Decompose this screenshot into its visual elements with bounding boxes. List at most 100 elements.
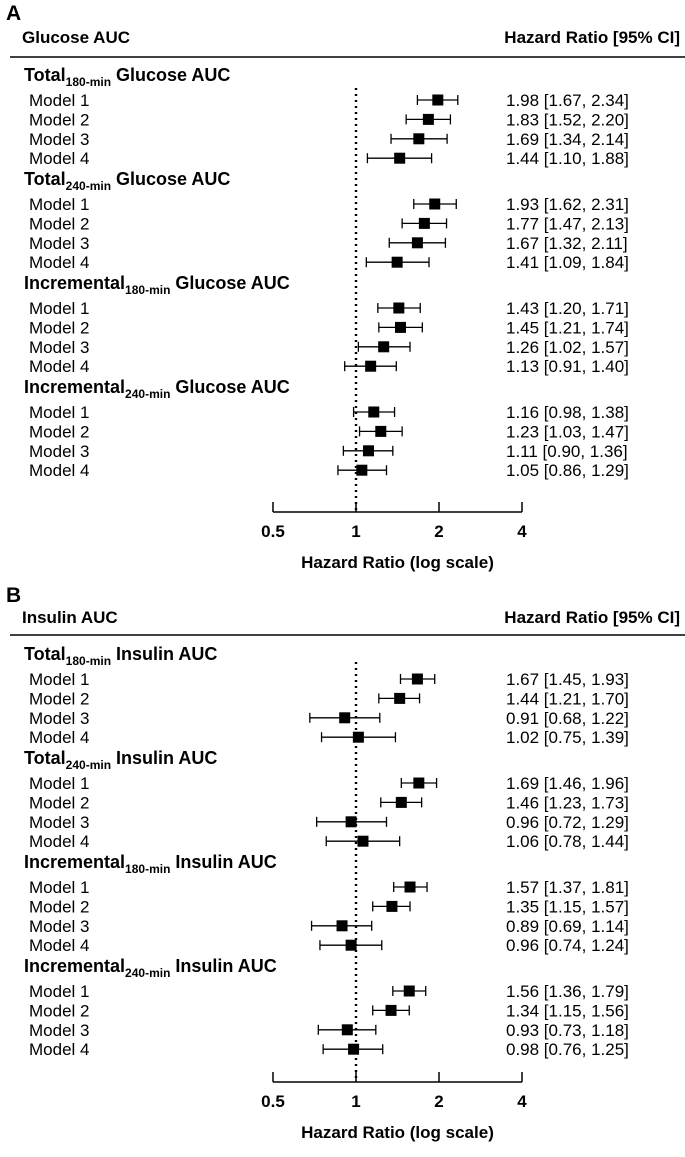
group-title-tail: Glucose AUC	[170, 273, 289, 293]
hazard-ratio-value: 1.67 [1.32, 2.11]	[506, 234, 628, 253]
model-label: Model 4	[29, 1040, 89, 1059]
hazard-ratio-value: 1.67 [1.45, 1.93]	[506, 670, 629, 689]
hazard-ratio-point	[404, 881, 416, 893]
model-label: Model 4	[29, 357, 89, 376]
hazard-ratio-point	[418, 217, 430, 229]
group-title-subscript: 180-min	[125, 283, 170, 297]
hazard-ratio-value: 1.69 [1.34, 2.14]	[506, 130, 629, 149]
model-label: Model 1	[29, 403, 89, 422]
hazard-ratio-point	[413, 133, 425, 145]
x-tick-label: 4	[517, 1092, 527, 1111]
hazard-ratio-point	[394, 321, 406, 333]
hazard-ratio-value: 0.98 [0.76, 1.25]	[506, 1040, 629, 1059]
hazard-ratio-point	[385, 1004, 397, 1016]
group-title: Incremental240-min Glucose AUC	[24, 377, 290, 401]
model-label: Model 2	[29, 1001, 89, 1020]
right-column-header: Hazard Ratio [95% CI]	[504, 28, 680, 47]
hazard-ratio-value: 0.96 [0.74, 1.24]	[506, 936, 629, 955]
group-title-tail: Insulin AUC	[170, 852, 276, 872]
model-label: Model 4	[29, 936, 89, 955]
group-title-tail: Insulin AUC	[111, 748, 217, 768]
group-title-subscript: 240-min	[66, 758, 111, 772]
hazard-ratio-point	[375, 425, 387, 437]
hazard-ratio-point	[391, 256, 403, 268]
hazard-ratio-value: 1.26 [1.02, 1.57]	[506, 338, 629, 357]
hazard-ratio-value: 0.96 [0.72, 1.29]	[506, 813, 629, 832]
hazard-ratio-point	[356, 464, 368, 476]
hazard-ratio-point	[386, 900, 398, 912]
hazard-ratio-point	[336, 920, 348, 932]
model-label: Model 2	[29, 110, 89, 129]
hazard-ratio-point	[352, 731, 364, 743]
model-label: Model 4	[29, 149, 89, 168]
hazard-ratio-value: 1.43 [1.20, 1.71]	[506, 299, 629, 318]
group-title-subscript: 240-min	[125, 966, 170, 980]
hazard-ratio-point	[339, 712, 351, 724]
group-title: Incremental240-min Insulin AUC	[24, 956, 277, 980]
hazard-ratio-point	[368, 406, 380, 418]
hazard-ratio-value: 1.05 [0.86, 1.29]	[506, 461, 629, 480]
x-tick-label: 0.5	[261, 522, 285, 541]
panel-letter: A	[6, 2, 21, 25]
hazard-ratio-point	[413, 777, 425, 789]
hazard-ratio-point	[432, 94, 444, 106]
hazard-ratio-value: 1.46 [1.23, 1.73]	[506, 793, 629, 812]
hazard-ratio-value: 1.69 [1.46, 1.96]	[506, 774, 629, 793]
model-label: Model 1	[29, 195, 89, 214]
group-title-main: Total	[24, 748, 66, 768]
hazard-ratio-point	[345, 816, 357, 828]
hazard-ratio-point	[378, 341, 390, 353]
group-title-subscript: 240-min	[66, 179, 111, 193]
group-title-tail: Glucose AUC	[111, 65, 230, 85]
model-label: Model 1	[29, 299, 89, 318]
group-title: Incremental180-min Insulin AUC	[24, 852, 277, 876]
hazard-ratio-point	[345, 939, 357, 951]
hazard-ratio-value: 0.91 [0.68, 1.22]	[506, 709, 629, 728]
model-label: Model 3	[29, 338, 89, 357]
hazard-ratio-point	[348, 1043, 360, 1055]
group-title-main: Incremental	[24, 956, 125, 976]
panel-letter: B	[6, 584, 21, 607]
left-column-header: Insulin AUC	[22, 608, 118, 627]
model-label: Model 1	[29, 774, 89, 793]
forest-plot-glucose-panel: A Glucose AUC Hazard Ratio [95% CI] Total18…	[0, 0, 685, 578]
hazard-ratio-point	[341, 1024, 353, 1036]
hazard-ratio-value: 0.89 [0.69, 1.14]	[506, 917, 629, 936]
hazard-ratio-value: 1.93 [1.62, 2.31]	[506, 195, 629, 214]
hazard-ratio-point	[365, 360, 377, 372]
x-tick-label: 1	[351, 1092, 360, 1111]
model-label: Model 3	[29, 1021, 89, 1040]
hazard-ratio-value: 1.44 [1.10, 1.88]	[506, 149, 629, 168]
hazard-ratio-point	[393, 302, 405, 314]
hazard-ratio-point	[394, 692, 406, 704]
hazard-ratio-value: 1.13 [0.91, 1.40]	[506, 357, 629, 376]
model-label: Model 4	[29, 728, 89, 747]
group-title-main: Total	[24, 644, 66, 664]
group-title-subscript: 180-min	[66, 654, 111, 668]
hazard-ratio-value: 1.35 [1.15, 1.57]	[506, 897, 629, 916]
hazard-ratio-value: 1.02 [0.75, 1.39]	[506, 728, 629, 747]
model-label: Model 3	[29, 442, 89, 461]
hazard-ratio-value: 1.45 [1.21, 1.74]	[506, 318, 629, 337]
model-label: Model 3	[29, 917, 89, 936]
group-title-subscript: 240-min	[125, 387, 170, 401]
forest-plot-insulin-panel: B Insulin AUC Hazard Ratio [95% CI] Total18…	[0, 578, 685, 1157]
group-title-subscript: 180-min	[66, 75, 111, 89]
hazard-ratio-value: 1.23 [1.03, 1.47]	[506, 422, 629, 441]
group-title-main: Incremental	[24, 377, 125, 397]
group-title: Total240-min Glucose AUC	[24, 169, 230, 193]
x-axis-label: Hazard Ratio (log scale)	[301, 553, 494, 572]
model-label: Model 2	[29, 793, 89, 812]
hazard-ratio-point	[411, 673, 423, 685]
model-label: Model 2	[29, 318, 89, 337]
hazard-ratio-value: 1.83 [1.52, 2.20]	[506, 110, 629, 129]
right-column-header: Hazard Ratio [95% CI]	[504, 608, 680, 627]
x-tick-label: 1	[351, 522, 360, 541]
model-label: Model 3	[29, 813, 89, 832]
model-label: Model 1	[29, 91, 89, 110]
group-title-tail: Glucose AUC	[111, 169, 230, 189]
hazard-ratio-point	[357, 835, 369, 847]
hazard-ratio-value: 1.34 [1.15, 1.56]	[506, 1001, 629, 1020]
